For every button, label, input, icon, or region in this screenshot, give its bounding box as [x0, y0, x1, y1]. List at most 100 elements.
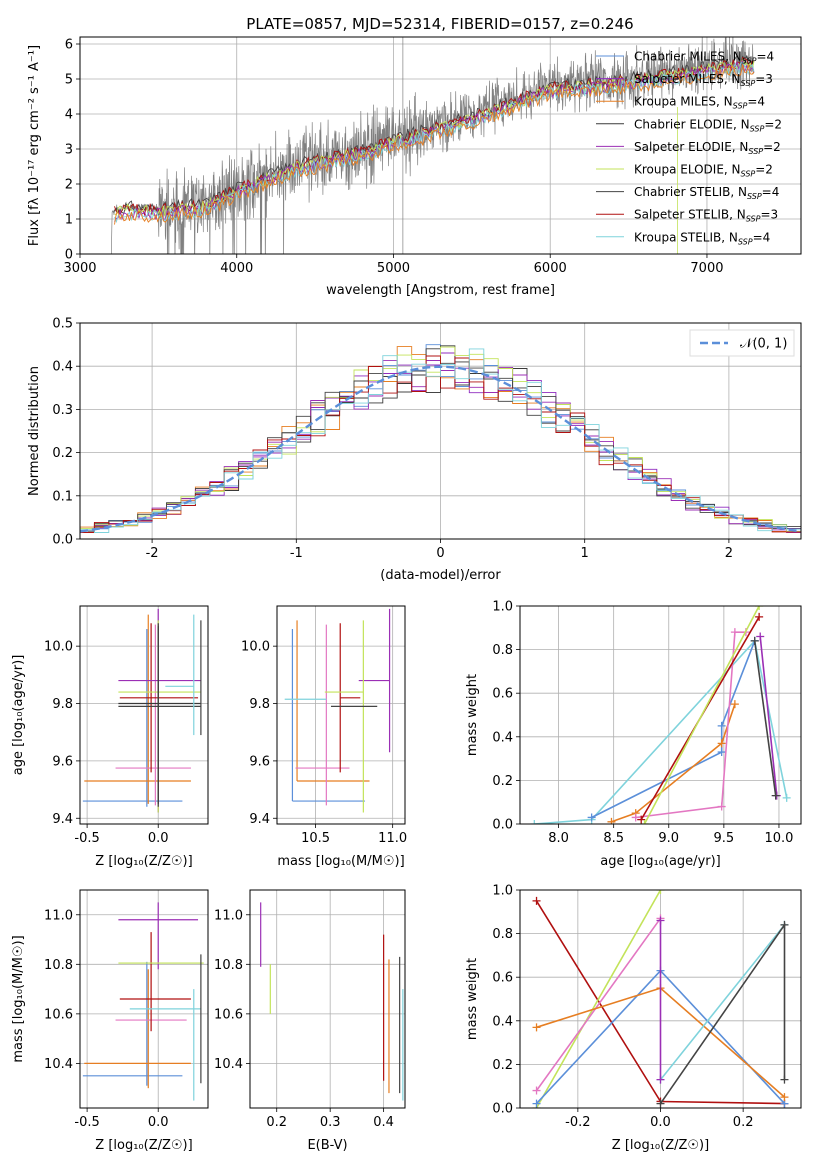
- weight-marker: [640, 820, 649, 824]
- y-tick-label: 0.0: [492, 818, 513, 833]
- weight-line-chabrier-stelib: [753, 640, 777, 796]
- y-tick-label: 0.3: [52, 403, 73, 418]
- y-tick-label: 0.8: [492, 643, 513, 658]
- x-tick-label: -0.2: [565, 1115, 590, 1130]
- weight-line-kroupa-elodie: [643, 606, 760, 824]
- y-tick-label: 6: [65, 38, 73, 53]
- weight-marker: [532, 896, 541, 905]
- weight-marker: [780, 920, 789, 929]
- legend-entry: Chabrier MILES, NSSP=4: [634, 50, 774, 66]
- x-tick-label: 11.0: [378, 831, 407, 846]
- y-tick-label: 0.4: [52, 360, 73, 375]
- panel-age-vs-mass: 10.5 11.0 9.4 9.6 9.8 10.0 mass [log₁₀(M/M☉)]: [241, 605, 407, 869]
- weight-line-extra-pink: [535, 917, 662, 1092]
- y-tick-label: 9.4: [249, 812, 270, 827]
- y-tick-label: 4: [65, 108, 73, 123]
- y-tick-label: 0.1: [52, 489, 73, 504]
- error-bar-salpeter-stelib: [119, 932, 191, 1032]
- y-tick-label: 0.0: [52, 533, 73, 548]
- error-bar-salpeter-elodie: [118, 902, 199, 970]
- y-tick-label: 10.4: [44, 1057, 73, 1072]
- y-tick-label: 1.0: [492, 884, 513, 899]
- y-tick-label: 10.8: [44, 958, 73, 973]
- legend-entry: Chabrier STELIB, NSSP=4: [634, 185, 779, 201]
- error-bar-chabrier-elodie: [118, 623, 201, 804]
- x-tick-label: 4000: [220, 261, 253, 276]
- legend-entry: Kroupa STELIB, NSSP=4: [634, 230, 770, 246]
- panel-spectrum: 3000 4000 5000 6000 7000 0 1 2 3 4 5 6 wavelength [A…: [27, 36, 802, 298]
- error-bar-extra-pink: [115, 624, 191, 806]
- model-line-kroupa-miles: [114, 64, 755, 225]
- plot-area: [110, 37, 755, 254]
- x-tick-label: 0.0: [148, 1115, 169, 1130]
- error-bar-kroupa-elodie: [324, 620, 364, 813]
- x-axis-label: wavelength [Angstrom, rest frame]: [326, 283, 555, 298]
- weight-marker: [532, 1099, 541, 1108]
- x-tick-label: -0.5: [74, 1115, 99, 1130]
- legend-entry: 𝒩(0, 1): [740, 337, 787, 352]
- weight-marker: [717, 802, 726, 811]
- x-axis-label: Z [log₁₀(Z/Z☉)]: [95, 854, 192, 869]
- weight-marker: [750, 636, 759, 645]
- error-bar-kroupa-stelib: [165, 614, 195, 736]
- panel-mass-vs-ebv: 0.2 0.3 0.4 10.4 10.6 10.8 11.0 E(B-V): [214, 889, 406, 1153]
- normal-curve: [80, 365, 801, 533]
- y-axis-label: Flux [fλ 10⁻¹⁷ erg cm⁻² s⁻¹ A⁻¹]: [27, 45, 42, 246]
- error-bar-kroupa-miles: [296, 620, 370, 782]
- plot-area: [532, 890, 789, 1108]
- legend-entry: Salpeter STELIB, NSSP=3: [634, 208, 778, 224]
- y-tick-label: 9.4: [52, 812, 73, 827]
- panel-mass-weight-vs-Z: -0.2 0.0 0.2 0.0 0.2 0.4 0.6 0.8 1.0 Z [log₁₀(Z/Z…: [465, 884, 802, 1153]
- y-tick-label: 5: [65, 73, 73, 88]
- weight-line-kroupa-elodie: [535, 890, 662, 1108]
- y-tick-label: 10.0: [44, 640, 73, 655]
- x-tick-label: 10.0: [764, 831, 793, 846]
- weight-marker: [755, 606, 764, 610]
- weight-marker: [656, 1075, 665, 1084]
- axes-frame: [79, 889, 209, 1109]
- error-bar-salpeter-stelib: [339, 623, 361, 773]
- x-tick-label: -0.5: [74, 831, 99, 846]
- weight-marker: [782, 793, 791, 802]
- y-tick-label: 0: [65, 248, 73, 263]
- axes-frame: [519, 889, 802, 1109]
- y-tick-label: 1.0: [492, 600, 513, 615]
- weight-marker: [780, 1093, 789, 1102]
- y-tick-label: 0.2: [492, 774, 513, 789]
- weight-marker: [730, 700, 739, 709]
- x-tick-label: 1: [581, 546, 589, 561]
- axes-frame: [79, 322, 802, 540]
- axes-frame: [79, 36, 802, 255]
- weight-marker: [771, 791, 780, 800]
- weight-marker: [717, 748, 726, 757]
- x-axis-label: mass [log₁₀(M/M☉)]: [277, 854, 404, 869]
- x-axis-label: (data-model)/error: [380, 568, 501, 583]
- x-tick-label: 6000: [534, 261, 567, 276]
- x-tick-label: 0: [436, 546, 444, 561]
- y-tick-label: 0.6: [492, 971, 513, 986]
- legend-entry: Salpeter MILES, NSSP=3: [634, 72, 773, 88]
- legend: 𝒩(0, 1): [689, 329, 795, 357]
- y-tick-label: 10.6: [214, 1007, 243, 1022]
- panel-mass-weight-vs-age: 8.0 8.5 9.0 9.5 10.0 0.0 0.2 0.4 0.6 0.8 1.0 age [l…: [465, 600, 802, 869]
- weight-marker: [656, 890, 665, 894]
- y-tick-label: 10.6: [44, 1007, 73, 1022]
- panel-mass-vs-Z: -0.5 0.0 10.4 10.6 10.8 11.0 Z [log₁₀(Z/Z☉)] ma…: [11, 889, 209, 1153]
- y-tick-label: 10.0: [241, 640, 270, 655]
- y-tick-label: 1: [65, 213, 73, 228]
- weight-marker: [730, 628, 739, 637]
- weight-marker: [631, 813, 640, 822]
- x-tick-label: 0.2: [733, 1115, 754, 1130]
- y-tick-label: 9.8: [249, 697, 270, 712]
- weight-marker: [755, 612, 764, 621]
- panel-age-vs-Z: -0.5 0.0 9.4 9.6 9.8 10.0 Z [log₁₀(Z/Z☉)] age […: [11, 605, 209, 869]
- x-axis-label: Z [log₁₀(Z/Z☉)]: [612, 1138, 709, 1153]
- weight-marker: [637, 815, 646, 824]
- weight-marker: [756, 632, 765, 641]
- weight-line-salpeter-elodie: [759, 636, 778, 796]
- axes-frame: [519, 605, 802, 825]
- y-axis-label: age [log₁₀(age/yr)]: [11, 655, 26, 776]
- axes-frame: [249, 889, 406, 1109]
- y-tick-label: 9.6: [52, 754, 73, 769]
- y-tick-label: 0.4: [492, 1014, 513, 1029]
